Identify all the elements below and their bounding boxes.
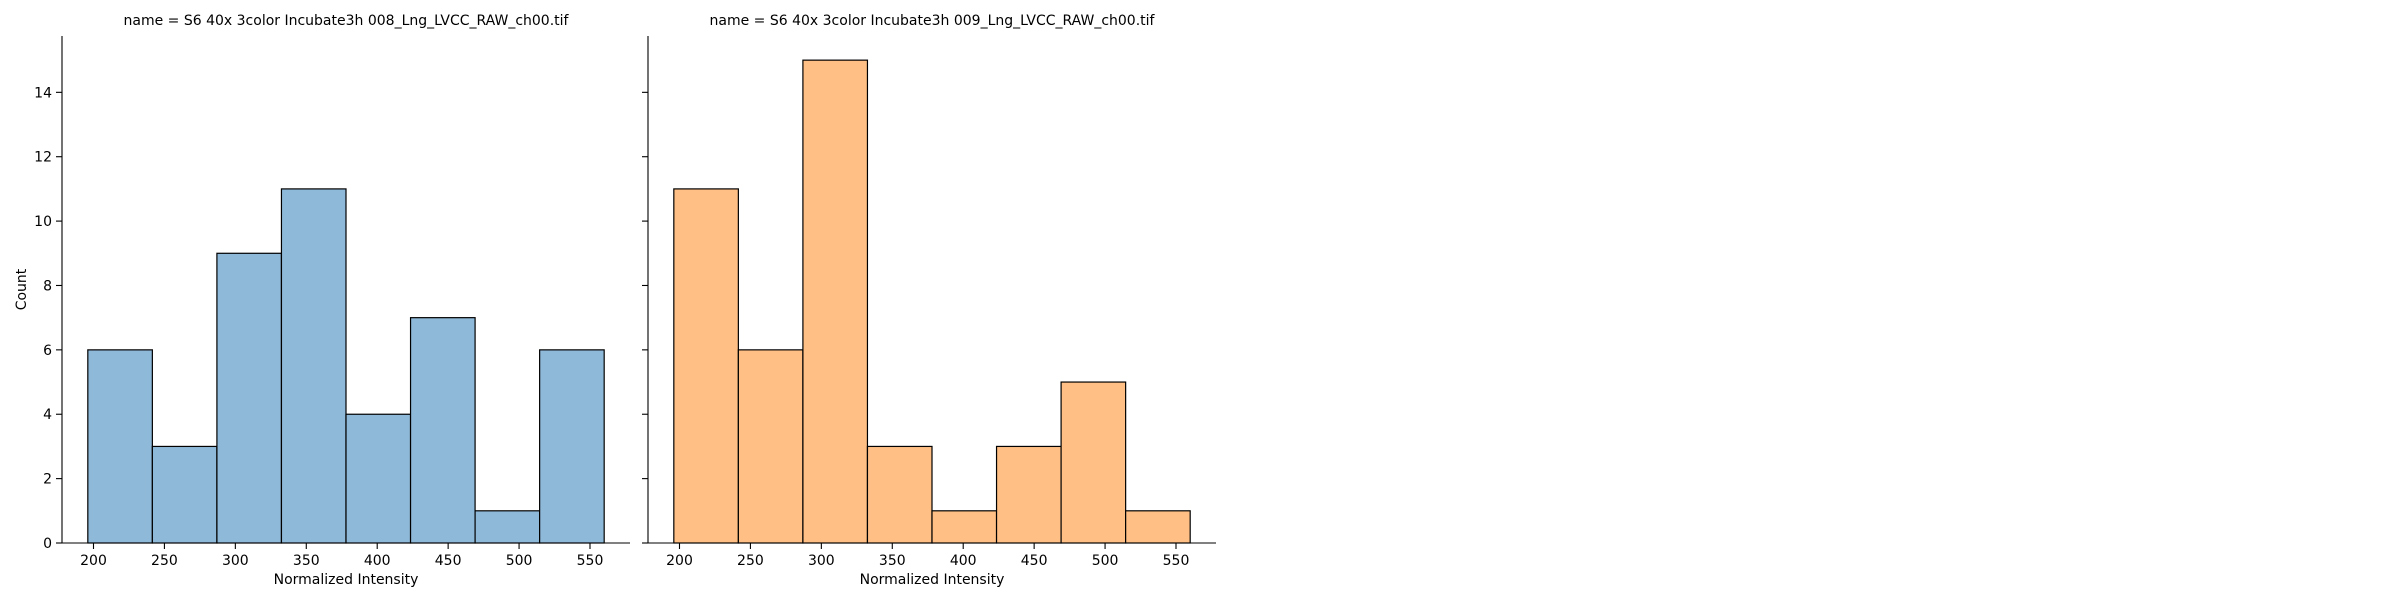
y-axis-label: Count: [14, 268, 30, 310]
histogram-bar: [1060, 381, 1127, 544]
x-tick-label: 400: [950, 553, 977, 569]
y-tick-label: 8: [43, 278, 52, 294]
histogram-bar: [87, 349, 153, 544]
histogram-bar: [151, 445, 218, 544]
y-tick-label: 6: [43, 343, 52, 359]
histogram-bar: [866, 445, 933, 544]
x-tick-label: 300: [222, 553, 249, 569]
y-tick-label: 4: [43, 407, 52, 423]
histogram-bar: [409, 317, 476, 544]
x-tick-label: 300: [808, 553, 835, 569]
y-tick-label: 2: [43, 472, 52, 488]
histogram-bar: [216, 252, 283, 544]
histogram-bar: [673, 188, 739, 544]
histogram-bar: [737, 349, 804, 544]
x-tick-label: 250: [151, 553, 178, 569]
x-tick-label: 450: [1021, 553, 1048, 569]
x-tick-label: 500: [506, 553, 533, 569]
x-tick-label: 200: [80, 553, 107, 569]
histogram-bar: [802, 59, 869, 544]
x-tick-label: 250: [737, 553, 764, 569]
histogram-bar: [539, 349, 605, 544]
x-tick-label: 500: [1092, 553, 1119, 569]
histogram-bar: [1125, 510, 1191, 544]
histogram-bar: [931, 510, 998, 544]
facet-title: name = S6 40x 3color Incubate3h 008_Lng_…: [124, 13, 570, 29]
facet-panel-2: name = S6 40x 3color Incubate3h 009_Lng_…: [642, 13, 1216, 588]
y-tick-label: 10: [34, 214, 52, 230]
x-axis-label: Normalized Intensity: [860, 572, 1005, 588]
histogram-bar: [345, 413, 412, 544]
facet-title: name = S6 40x 3color Incubate3h 009_Lng_…: [710, 13, 1156, 29]
x-tick-label: 550: [577, 553, 604, 569]
x-tick-label: 450: [435, 553, 462, 569]
x-tick-label: 350: [879, 553, 906, 569]
x-tick-label: 350: [293, 553, 320, 569]
histogram-bar: [995, 445, 1062, 544]
histogram-bar: [474, 510, 541, 544]
y-tick-label: 0: [43, 536, 52, 552]
y-tick-label: 12: [34, 150, 52, 166]
x-tick-label: 200: [666, 553, 693, 569]
y-tick-label: 14: [34, 85, 52, 101]
x-tick-label: 550: [1163, 553, 1190, 569]
facet-panel-1: name = S6 40x 3color Incubate3h 008_Lng_…: [14, 13, 630, 588]
x-axis-label: Normalized Intensity: [274, 572, 419, 588]
x-tick-label: 400: [364, 553, 391, 569]
histogram-bar: [280, 188, 347, 544]
